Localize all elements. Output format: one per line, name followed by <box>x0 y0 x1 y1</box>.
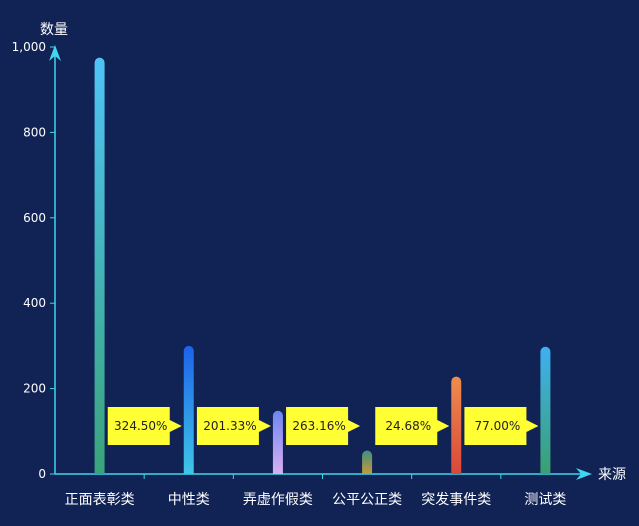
bars <box>94 57 551 475</box>
x-tick-label: 公平公正类 <box>332 492 402 508</box>
percent-tag-shape <box>286 407 361 445</box>
percent-tag: 77.00% <box>464 407 539 445</box>
y-tick-label: 200 <box>23 382 46 396</box>
percent-tag-label: 201.33% <box>203 419 256 433</box>
percent-tags: 324.50% 201.33% 263.16% 24.68% 77.00% <box>107 407 539 445</box>
x-axis-title: 来源 <box>598 467 626 483</box>
y-tick-label: 1,000 <box>12 40 46 54</box>
bar <box>272 410 283 474</box>
x-tick-label: 突发事件类 <box>421 492 491 508</box>
percent-tag-label: 263.16% <box>292 419 345 433</box>
percent-tag-shape <box>196 407 271 445</box>
y-axis-arrow <box>49 45 61 61</box>
x-tick-label: 中性类 <box>168 492 210 508</box>
x-tick-label: 测试类 <box>524 492 566 508</box>
percent-tag: 324.50% <box>107 407 182 445</box>
y-tick-label: 0 <box>38 467 46 481</box>
bar <box>94 57 105 475</box>
bar <box>362 450 373 474</box>
bar <box>451 376 462 474</box>
bar <box>540 346 551 474</box>
percent-tag-shape <box>375 407 450 445</box>
percent-tag-label: 77.00% <box>475 419 521 433</box>
bar <box>183 345 194 474</box>
percent-tag: 24.68% <box>375 407 450 445</box>
x-axis-arrow <box>576 468 592 480</box>
x-axis: 正面表彰类 中性类 弄虚作假类 公平公正类 突发事件类 测试类 <box>55 468 592 508</box>
y-tick-label: 800 <box>23 125 46 139</box>
percent-tag: 201.33% <box>196 407 271 445</box>
percent-tag-shape <box>464 407 539 445</box>
y-axis: 0 200 400 600 800 1,000 <box>12 40 61 481</box>
percent-tag-shape <box>107 407 182 445</box>
percent-tag: 263.16% <box>286 407 361 445</box>
percent-tag-label: 324.50% <box>114 419 167 433</box>
x-tick-label: 弄虚作假类 <box>243 492 313 508</box>
y-axis-title: 数量 <box>40 22 68 38</box>
y-tick-label: 400 <box>23 296 46 310</box>
y-tick-label: 600 <box>23 211 46 225</box>
x-tick-label: 正面表彰类 <box>65 491 135 508</box>
percent-tag-label: 24.68% <box>385 419 431 433</box>
